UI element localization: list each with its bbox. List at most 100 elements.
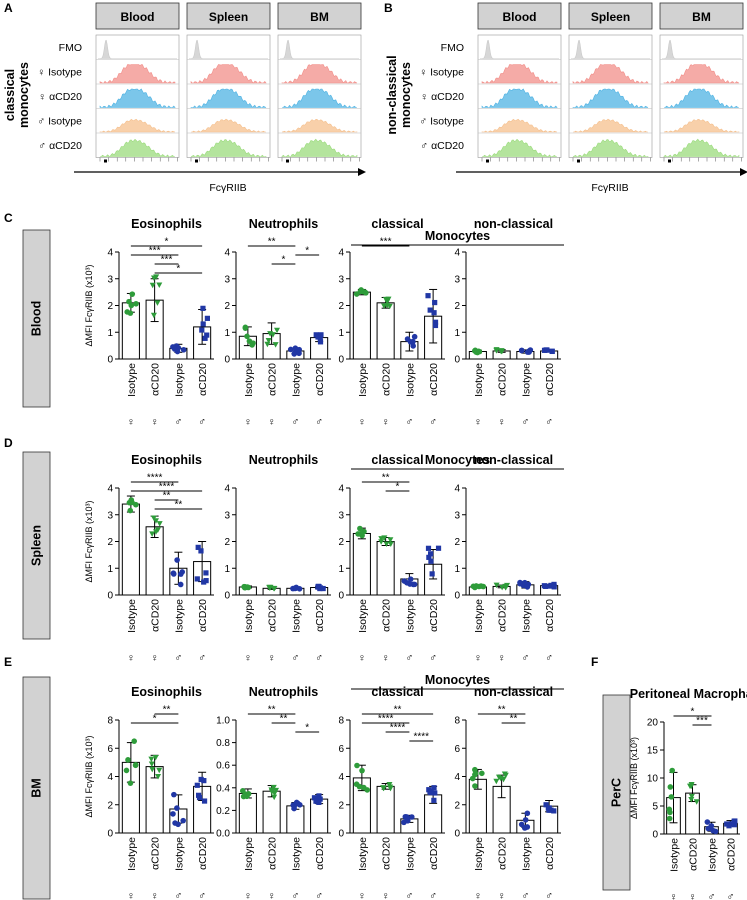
data-point [124,309,131,315]
data-point [180,346,187,353]
category-label: Isotype [126,837,138,871]
y-tick-label: 2 [454,537,460,548]
y-tick-label: 20 [647,718,659,729]
data-point [200,305,206,311]
data-point [668,794,675,800]
sex-symbol: ♀ [382,416,390,428]
category-label: αCD20 [267,363,279,396]
histogram-column-label: Blood [121,10,155,24]
data-point [380,785,387,791]
data-point [133,300,139,307]
sex-symbol: ♀ [358,890,366,900]
data-point [268,789,275,795]
y-tick-label: 4 [338,484,344,495]
data-point [317,339,324,345]
sex-symbol: ♂ [198,416,206,428]
y-tick-label: 1 [454,564,460,575]
data-point [353,781,360,788]
chart-3: non-classical 0 1 2 3 4 Isotype ♀ αCD20 ♀ Isotype ♂… [454,217,561,428]
sex-symbol: ♀ [244,416,252,428]
sex-symbol: ♀ [151,890,159,900]
chart-6: classical 0 1 2 3 4 Isotype ♀ αCD20 ♀ Isotype ♂ αCD2… [338,453,445,664]
category-label: Isotype [243,599,255,633]
histogram-curve-2 [190,88,267,108]
data-point [129,499,135,506]
significance-star: ** [394,705,402,716]
data-point [480,583,487,590]
chart-4: Eosinophils 0 1 2 3 4 ΔMFI FcγRIIB (x10³) Isoty… [84,453,214,664]
data-point [495,774,502,781]
chart-2: classical 0 1 2 3 4 Isotype ♀ αCD20 ♀ Isotype ♂ αCD2… [338,217,445,428]
histogram-curve-4 [281,138,358,157]
data-point [250,340,256,346]
sex-symbol: ♀ [244,652,252,664]
histogram-row-label: ♂ Isotype [37,116,82,128]
data-point [354,762,360,769]
histogram-column-label: Blood [503,10,537,24]
data-point [178,571,184,577]
chart-title: non-classical [474,217,553,231]
data-point [432,790,438,796]
data-point [517,580,523,587]
data-point [357,525,363,532]
data-point [244,333,250,340]
data-point [383,541,390,547]
sex-symbol: ♀ [358,416,366,428]
data-point [704,819,711,825]
y-tick-label: 15 [647,746,659,757]
chart-0: Eosinophils 0 1 2 3 4 ΔMFI FcγRIIB (x10³) Isoty… [84,217,214,428]
sex-symbol: ♂ [174,890,182,900]
y-tick-label: 0 [107,355,113,366]
significance-star: *** [380,237,392,248]
data-point [291,351,298,357]
histogram-row-label: ♂ Isotype [419,116,464,128]
histogram-curve-2 [481,88,558,108]
data-point [204,315,210,321]
y-tick-label: 4 [338,772,344,783]
data-point [315,334,321,340]
chart-9: Neutrophils 0.0 0.2 0.4 0.6 0.8 1.0 Isotype ♀ αCD… [216,685,331,900]
data-point [201,579,207,585]
data-point [131,738,138,744]
data-point [726,823,732,829]
data-point [194,576,200,582]
significance-star: ** [510,714,518,725]
chart-10: classical 0 2 4 6 8 Isotype ♀ αCD20 ♀ Isotype ♂ αCD2… [338,685,445,900]
data-point [524,584,531,590]
chart-title: Peritoneal Macrophages [630,687,747,701]
data-point [272,342,279,348]
histogram-axis-zero-mark [577,159,580,163]
category-label: Isotype [357,599,369,633]
sex-symbol: ♂ [291,416,299,428]
y-tick-label: 4 [107,772,113,783]
histogram-panel-b: non-classicalmonocytes FMO ♀ Isotype ♀ αCD2… [385,2,747,194]
panel-label-f: F [591,655,598,669]
data-point [150,515,157,522]
y-tick-label: 4 [454,772,460,783]
histogram-curve-1 [190,64,267,84]
category-label: αCD20 [197,837,209,870]
data-point [270,332,277,338]
category-label: Isotype [290,363,302,397]
sex-symbol: ♂ [315,652,323,664]
histogram-column-label: BM [310,10,329,24]
data-point [522,579,528,586]
data-point [428,789,434,796]
data-point [153,274,160,280]
y-tick-label: 4 [338,248,344,259]
y-tick-label: 1 [224,564,230,575]
category-label: Isotype [126,599,138,633]
bar [238,792,257,834]
data-point [431,785,437,791]
row-label: Spleen [30,525,44,566]
data-point [435,545,442,551]
data-point [524,810,531,817]
chart-title: Eosinophils [131,453,202,467]
sex-symbol: ♀ [244,890,252,900]
data-point [546,805,552,811]
monocytes-header: Monocytes [425,453,490,467]
data-point [427,307,433,313]
y-tick-label: 4 [107,484,113,495]
y-tick-label: 3 [338,510,344,521]
data-point [148,756,155,763]
